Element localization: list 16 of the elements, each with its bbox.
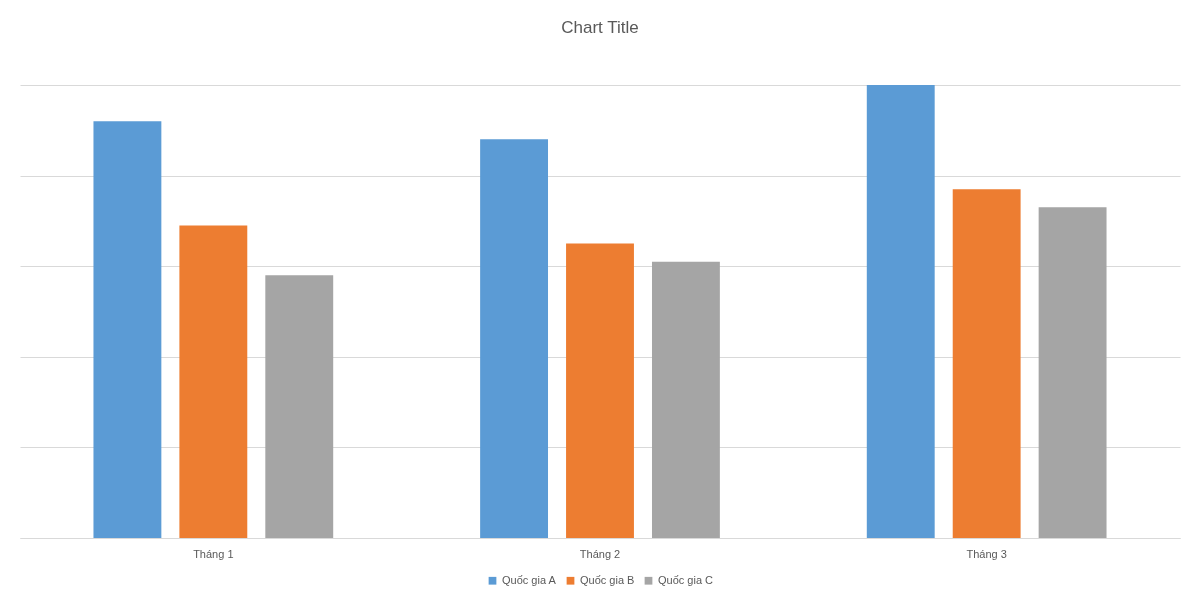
bar [480, 139, 549, 538]
legend-label: Quốc gia B [580, 573, 635, 586]
chart-title: Chart Title [561, 18, 639, 37]
bar [866, 85, 935, 538]
bar [566, 243, 634, 538]
legend-label: Quốc gia C [658, 573, 714, 586]
bar [651, 261, 720, 538]
legend-label: Quốc gia A [502, 573, 557, 586]
bar [952, 189, 1021, 538]
bar [179, 225, 248, 538]
x-tick-label: Tháng 3 [966, 547, 1007, 560]
x-tick-label: Tháng 2 [579, 547, 621, 560]
bar [1038, 207, 1107, 538]
bar [265, 275, 334, 538]
bar [93, 121, 162, 538]
x-tick-label: Tháng 1 [193, 547, 234, 560]
